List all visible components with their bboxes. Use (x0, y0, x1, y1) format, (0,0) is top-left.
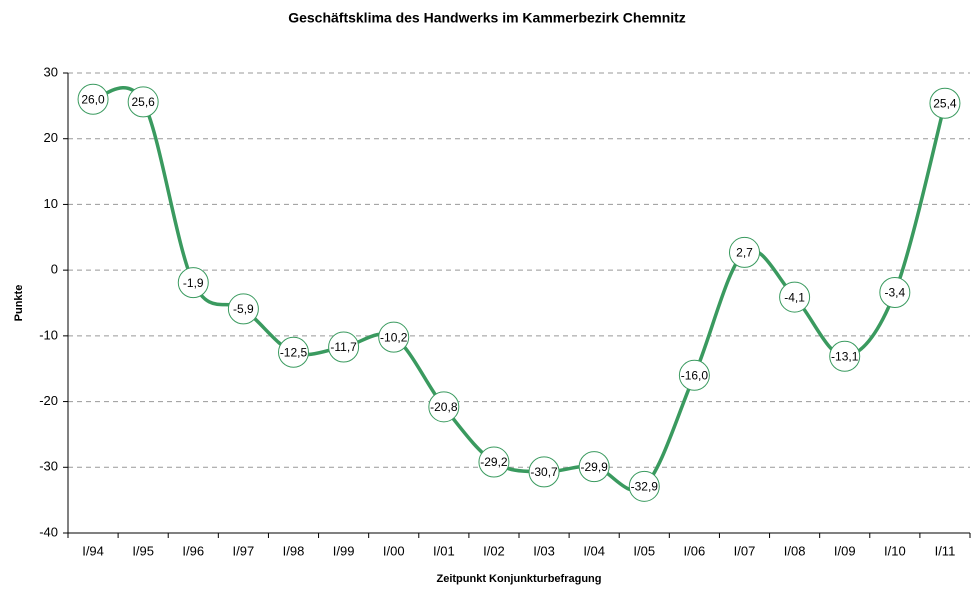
marker (77, 83, 109, 115)
marker (278, 336, 309, 368)
marker (829, 340, 861, 372)
y-tick-label: -20 (39, 393, 58, 408)
y-tick-label: -30 (39, 459, 58, 474)
value-label: 2,7 (736, 246, 753, 260)
value-label: -3,4 (884, 286, 905, 300)
marker (578, 451, 610, 483)
value-label: -5,9 (233, 302, 254, 316)
marker (478, 446, 510, 478)
y-tick-label: -40 (39, 524, 58, 539)
value-label: -4,1 (784, 290, 805, 304)
y-tick-label: -10 (39, 327, 58, 342)
x-tick-label: I/00 (383, 543, 405, 558)
marker (227, 293, 259, 325)
line (92, 86, 947, 493)
value-label: -10,2 (380, 330, 408, 344)
value-label: -20,8 (430, 400, 458, 414)
marker (678, 359, 710, 391)
x-tick-label: I/05 (633, 543, 655, 558)
marker (127, 86, 159, 118)
value-label: -16,0 (681, 368, 709, 382)
x-axis-label: Zeitpunkt Konjunkturbefragung (437, 573, 602, 585)
x-tick-label: I/97 (233, 543, 255, 558)
x-tick-label: I/10 (884, 543, 906, 558)
marker (729, 236, 760, 268)
value-label: -32,9 (631, 480, 659, 494)
marker (779, 281, 811, 313)
x-tick-label: I/01 (433, 543, 455, 558)
marker (428, 391, 460, 423)
marker (628, 470, 660, 502)
y-tick-label: 0 (51, 262, 58, 277)
value-label: -1,9 (183, 276, 204, 290)
x-tick-label: I/02 (483, 543, 505, 558)
marker (528, 456, 560, 488)
value-label: -29,2 (480, 455, 508, 469)
x-tick-label: I/04 (583, 543, 605, 558)
marker (378, 321, 410, 353)
value-label: -29,9 (580, 460, 608, 474)
x-tick-label: I/96 (182, 543, 204, 558)
value-label: 26,0 (81, 92, 105, 106)
x-tick-label: I/95 (132, 543, 154, 558)
y-axis-label: Punkte (13, 285, 25, 322)
value-label: 25,4 (933, 96, 957, 110)
marker (929, 87, 961, 119)
x-tick-label: I/06 (684, 543, 706, 558)
value-label: -11,7 (330, 340, 357, 354)
x-tick-label: I/98 (283, 543, 305, 558)
x-tick-label: I/94 (82, 543, 104, 558)
marker (879, 276, 911, 308)
x-tick-label: I/11 (935, 543, 956, 558)
value-label: -12,5 (280, 345, 308, 359)
value-label: 25,6 (131, 95, 155, 109)
y-tick-label: 30 (44, 64, 58, 79)
chart-title: Geschäftsklima des Handwerks im Kammerbe… (288, 10, 686, 26)
value-label: -30,7 (530, 465, 558, 479)
x-tick-label: I/07 (734, 543, 756, 558)
y-tick-label: 20 (44, 130, 58, 145)
x-tick-label: I/08 (784, 543, 806, 558)
y-tick-label: 10 (44, 196, 58, 211)
x-tick-label: I/09 (834, 543, 856, 558)
value-label: -13,1 (831, 349, 859, 363)
marker (177, 267, 209, 299)
x-tick-label: I/99 (333, 543, 355, 558)
x-tick-label: I/03 (533, 543, 555, 558)
marker (328, 331, 360, 363)
